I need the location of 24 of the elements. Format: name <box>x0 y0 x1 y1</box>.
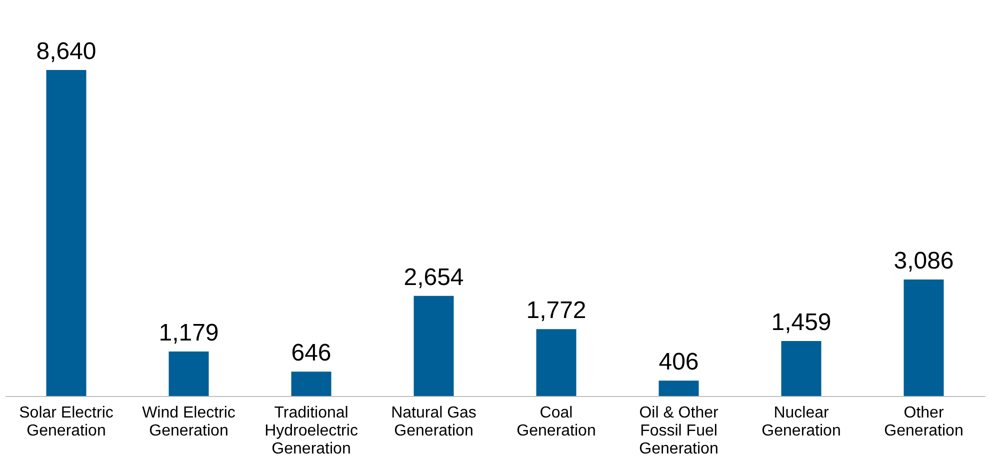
data-label: 646 <box>291 340 332 367</box>
x-tick-label: Oil & Other Fossil Fuel Generation <box>639 404 719 458</box>
data-label: 1,772 <box>526 297 586 324</box>
x-tick-label: Coal Generation <box>516 404 596 440</box>
bar <box>658 380 699 396</box>
data-label: 1,179 <box>158 320 219 347</box>
x-tick-label: Wind Electric Generation <box>142 404 236 440</box>
bar <box>414 296 454 396</box>
bar <box>168 352 209 396</box>
x-tick-label: Other Generation <box>884 404 964 440</box>
x-tick-label: Solar Electric Generation <box>19 404 114 440</box>
bar <box>781 340 822 396</box>
data-label: 1,459 <box>771 308 832 336</box>
x-tick-label: Natural Gas Generation <box>391 404 476 440</box>
data-label: 2,654 <box>404 264 464 291</box>
bar <box>536 329 576 396</box>
data-label: 406 <box>658 348 699 376</box>
x-tick-label: Nuclear Generation <box>762 404 841 440</box>
data-label: 3,086 <box>894 248 954 275</box>
bar <box>904 280 944 396</box>
data-label: 8,640 <box>36 38 96 65</box>
x-tick-label: Traditional Hydroelectric Generation <box>264 404 358 458</box>
bar <box>46 70 86 396</box>
bar <box>291 372 332 396</box>
